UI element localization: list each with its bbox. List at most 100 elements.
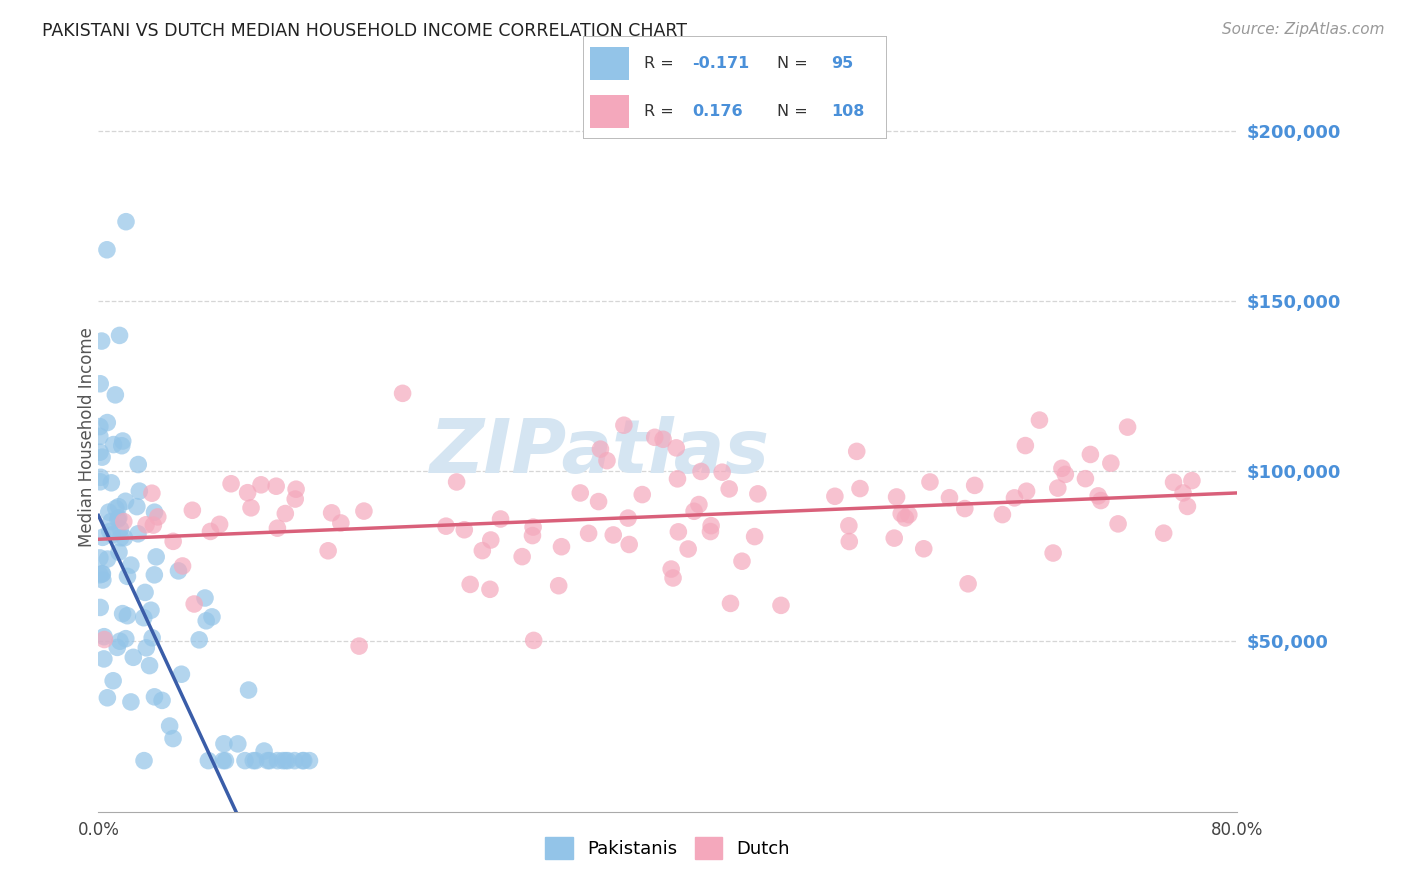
Point (277, 754, 299, 768)
Point (912, 541, 935, 556)
Point (1099, 456, 1122, 470)
Point (170, 667, 193, 681)
Point (720, 596, 742, 610)
Point (665, 441, 688, 455)
Point (1090, 493, 1112, 508)
Point (1050, 461, 1073, 475)
Point (115, 215, 138, 229)
Text: Source: ZipAtlas.com: Source: ZipAtlas.com (1222, 22, 1385, 37)
Point (683, 504, 706, 518)
Text: 108: 108 (831, 104, 865, 120)
Point (588, 494, 610, 508)
Y-axis label: Median Household Income: Median Household Income (79, 327, 96, 547)
Point (240, 500, 263, 515)
Point (96, 416, 118, 430)
Point (522, 528, 544, 542)
Point (523, 633, 546, 648)
Point (264, 479, 287, 493)
Point (953, 501, 976, 516)
Point (676, 541, 699, 556)
Point (135, 640, 157, 655)
Point (578, 526, 600, 541)
Point (596, 453, 619, 467)
Point (162, 534, 184, 549)
Point (107, 510, 129, 524)
Point (100, 515, 122, 529)
Point (666, 472, 689, 486)
Point (125, 500, 148, 514)
Point (284, 491, 307, 506)
Point (266, 521, 288, 535)
Point (1107, 516, 1129, 531)
Point (135, 517, 157, 532)
Point (108, 328, 131, 343)
Point (100, 475, 122, 490)
Point (181, 503, 204, 517)
Point (731, 554, 754, 568)
Point (134, 585, 156, 599)
Point (284, 754, 307, 768)
Point (242, 754, 264, 768)
Point (159, 719, 181, 733)
Point (183, 597, 205, 611)
Point (98, 524, 121, 539)
Point (700, 518, 723, 533)
Point (127, 458, 149, 472)
Point (453, 523, 475, 537)
Point (744, 530, 766, 544)
Point (104, 501, 127, 516)
Point (256, 754, 278, 768)
Point (105, 640, 128, 655)
Point (117, 608, 139, 623)
Point (886, 490, 908, 504)
Text: N =: N = (778, 104, 807, 120)
Point (489, 512, 512, 526)
Point (96, 690, 118, 705)
Point (631, 487, 654, 501)
Point (890, 507, 912, 521)
Point (167, 564, 190, 578)
Point (108, 634, 131, 648)
Point (1116, 420, 1139, 434)
Point (957, 576, 980, 591)
Point (1087, 489, 1109, 503)
Point (108, 545, 131, 559)
Text: N =: N = (778, 56, 807, 70)
Point (208, 517, 231, 532)
Point (602, 528, 624, 542)
Text: 95: 95 (831, 56, 853, 70)
Point (652, 432, 675, 446)
Point (446, 475, 468, 489)
Point (188, 632, 211, 647)
Bar (589, 95, 628, 128)
Point (838, 534, 860, 549)
Point (112, 515, 135, 529)
Point (883, 531, 905, 545)
Point (212, 737, 235, 751)
Point (150, 693, 173, 707)
Point (938, 491, 960, 505)
Point (245, 754, 267, 768)
Point (93, 632, 115, 647)
Point (271, 754, 294, 768)
Bar (589, 47, 628, 79)
Point (291, 754, 314, 768)
Point (569, 486, 592, 500)
Point (1153, 526, 1175, 541)
Point (162, 731, 184, 746)
Point (769, 599, 792, 613)
Point (918, 475, 941, 489)
Point (104, 388, 127, 402)
Point (142, 518, 165, 533)
Point (253, 744, 276, 758)
Point (1163, 475, 1185, 490)
Point (112, 531, 135, 545)
Point (274, 754, 297, 768)
Point (522, 520, 544, 534)
Point (589, 442, 612, 457)
Point (114, 632, 136, 646)
Text: -0.171: -0.171 (692, 56, 749, 70)
Point (458, 577, 481, 591)
Point (111, 607, 134, 621)
Point (91, 530, 114, 544)
